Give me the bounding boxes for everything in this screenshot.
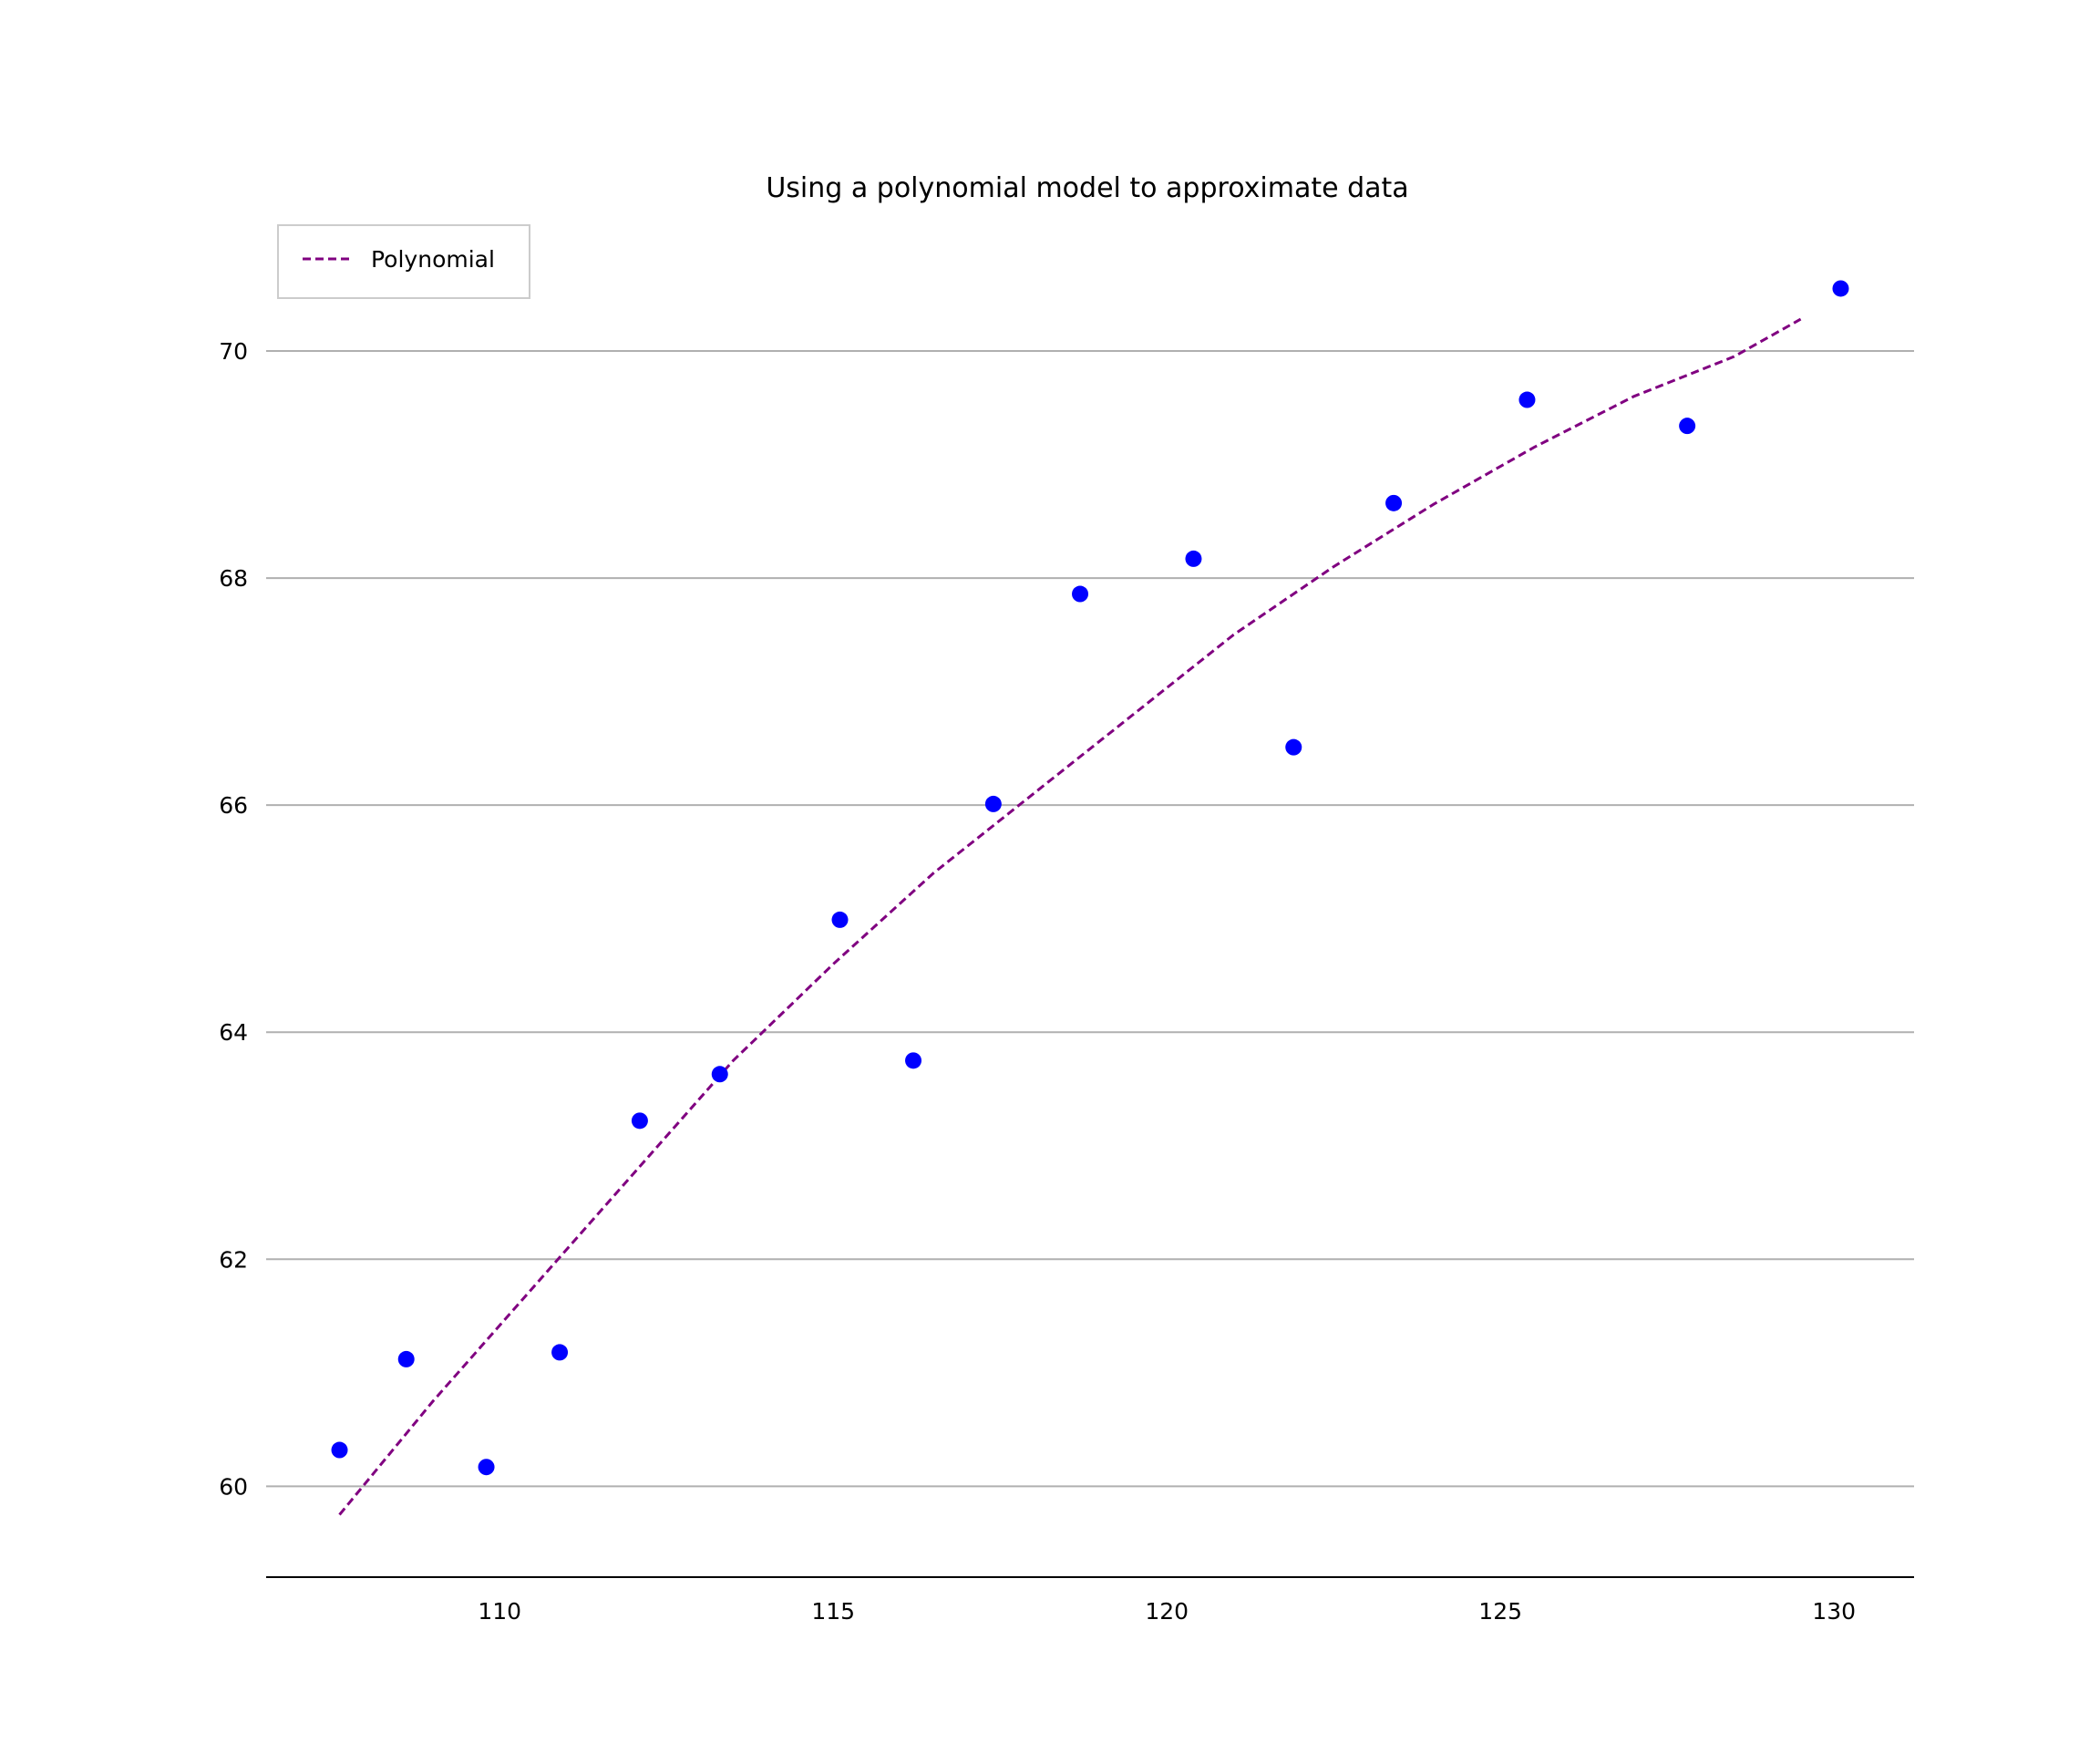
y-tick-label: 62 [219, 1246, 248, 1273]
legend-box [277, 224, 530, 299]
x-tick-label: 110 [478, 1598, 521, 1625]
scatter-point [905, 1052, 922, 1069]
legend: Polynomial [277, 224, 530, 299]
scatter-point [831, 911, 849, 928]
scatter-point [711, 1066, 728, 1083]
curve-layer [338, 317, 1802, 1516]
x-tick-label: 130 [1812, 1598, 1856, 1625]
legend-label-polynomial: Polynomial [371, 246, 495, 273]
scatter-point [551, 1344, 569, 1361]
scatter-point [631, 1112, 648, 1130]
y-tick-label: 64 [219, 1019, 248, 1046]
y-tick-label: 68 [219, 565, 248, 592]
scatter-points [331, 280, 1849, 1476]
x-tick-label: 120 [1145, 1598, 1189, 1625]
scatter-point [1385, 494, 1403, 511]
y-tick-label: 66 [219, 792, 248, 819]
y-tick-labels: 60 62 64 66 68 70 [219, 338, 248, 1500]
gridlines [266, 349, 1914, 1488]
scatter-point [1285, 738, 1302, 756]
scatter-point [1185, 550, 1202, 567]
y-tick-label: 60 [219, 1473, 248, 1500]
x-tick-label: 115 [811, 1598, 855, 1625]
scatter-point [1679, 418, 1696, 435]
y-tick-label: 70 [219, 338, 248, 365]
x-tick-label: 125 [1478, 1598, 1522, 1625]
scatter-point [1072, 585, 1089, 603]
scatter-point [984, 795, 1002, 812]
scatter-point [397, 1350, 415, 1367]
scatter-point [1832, 280, 1849, 297]
scatter-point [331, 1441, 348, 1459]
x-tick-labels: 110 115 120 125 130 [478, 1598, 1856, 1625]
scatter-point [478, 1459, 495, 1476]
polynomial-curve [338, 317, 1802, 1516]
chart-title: Using a polynomial model to approximate … [766, 172, 1408, 204]
scatter-point [1518, 391, 1536, 408]
